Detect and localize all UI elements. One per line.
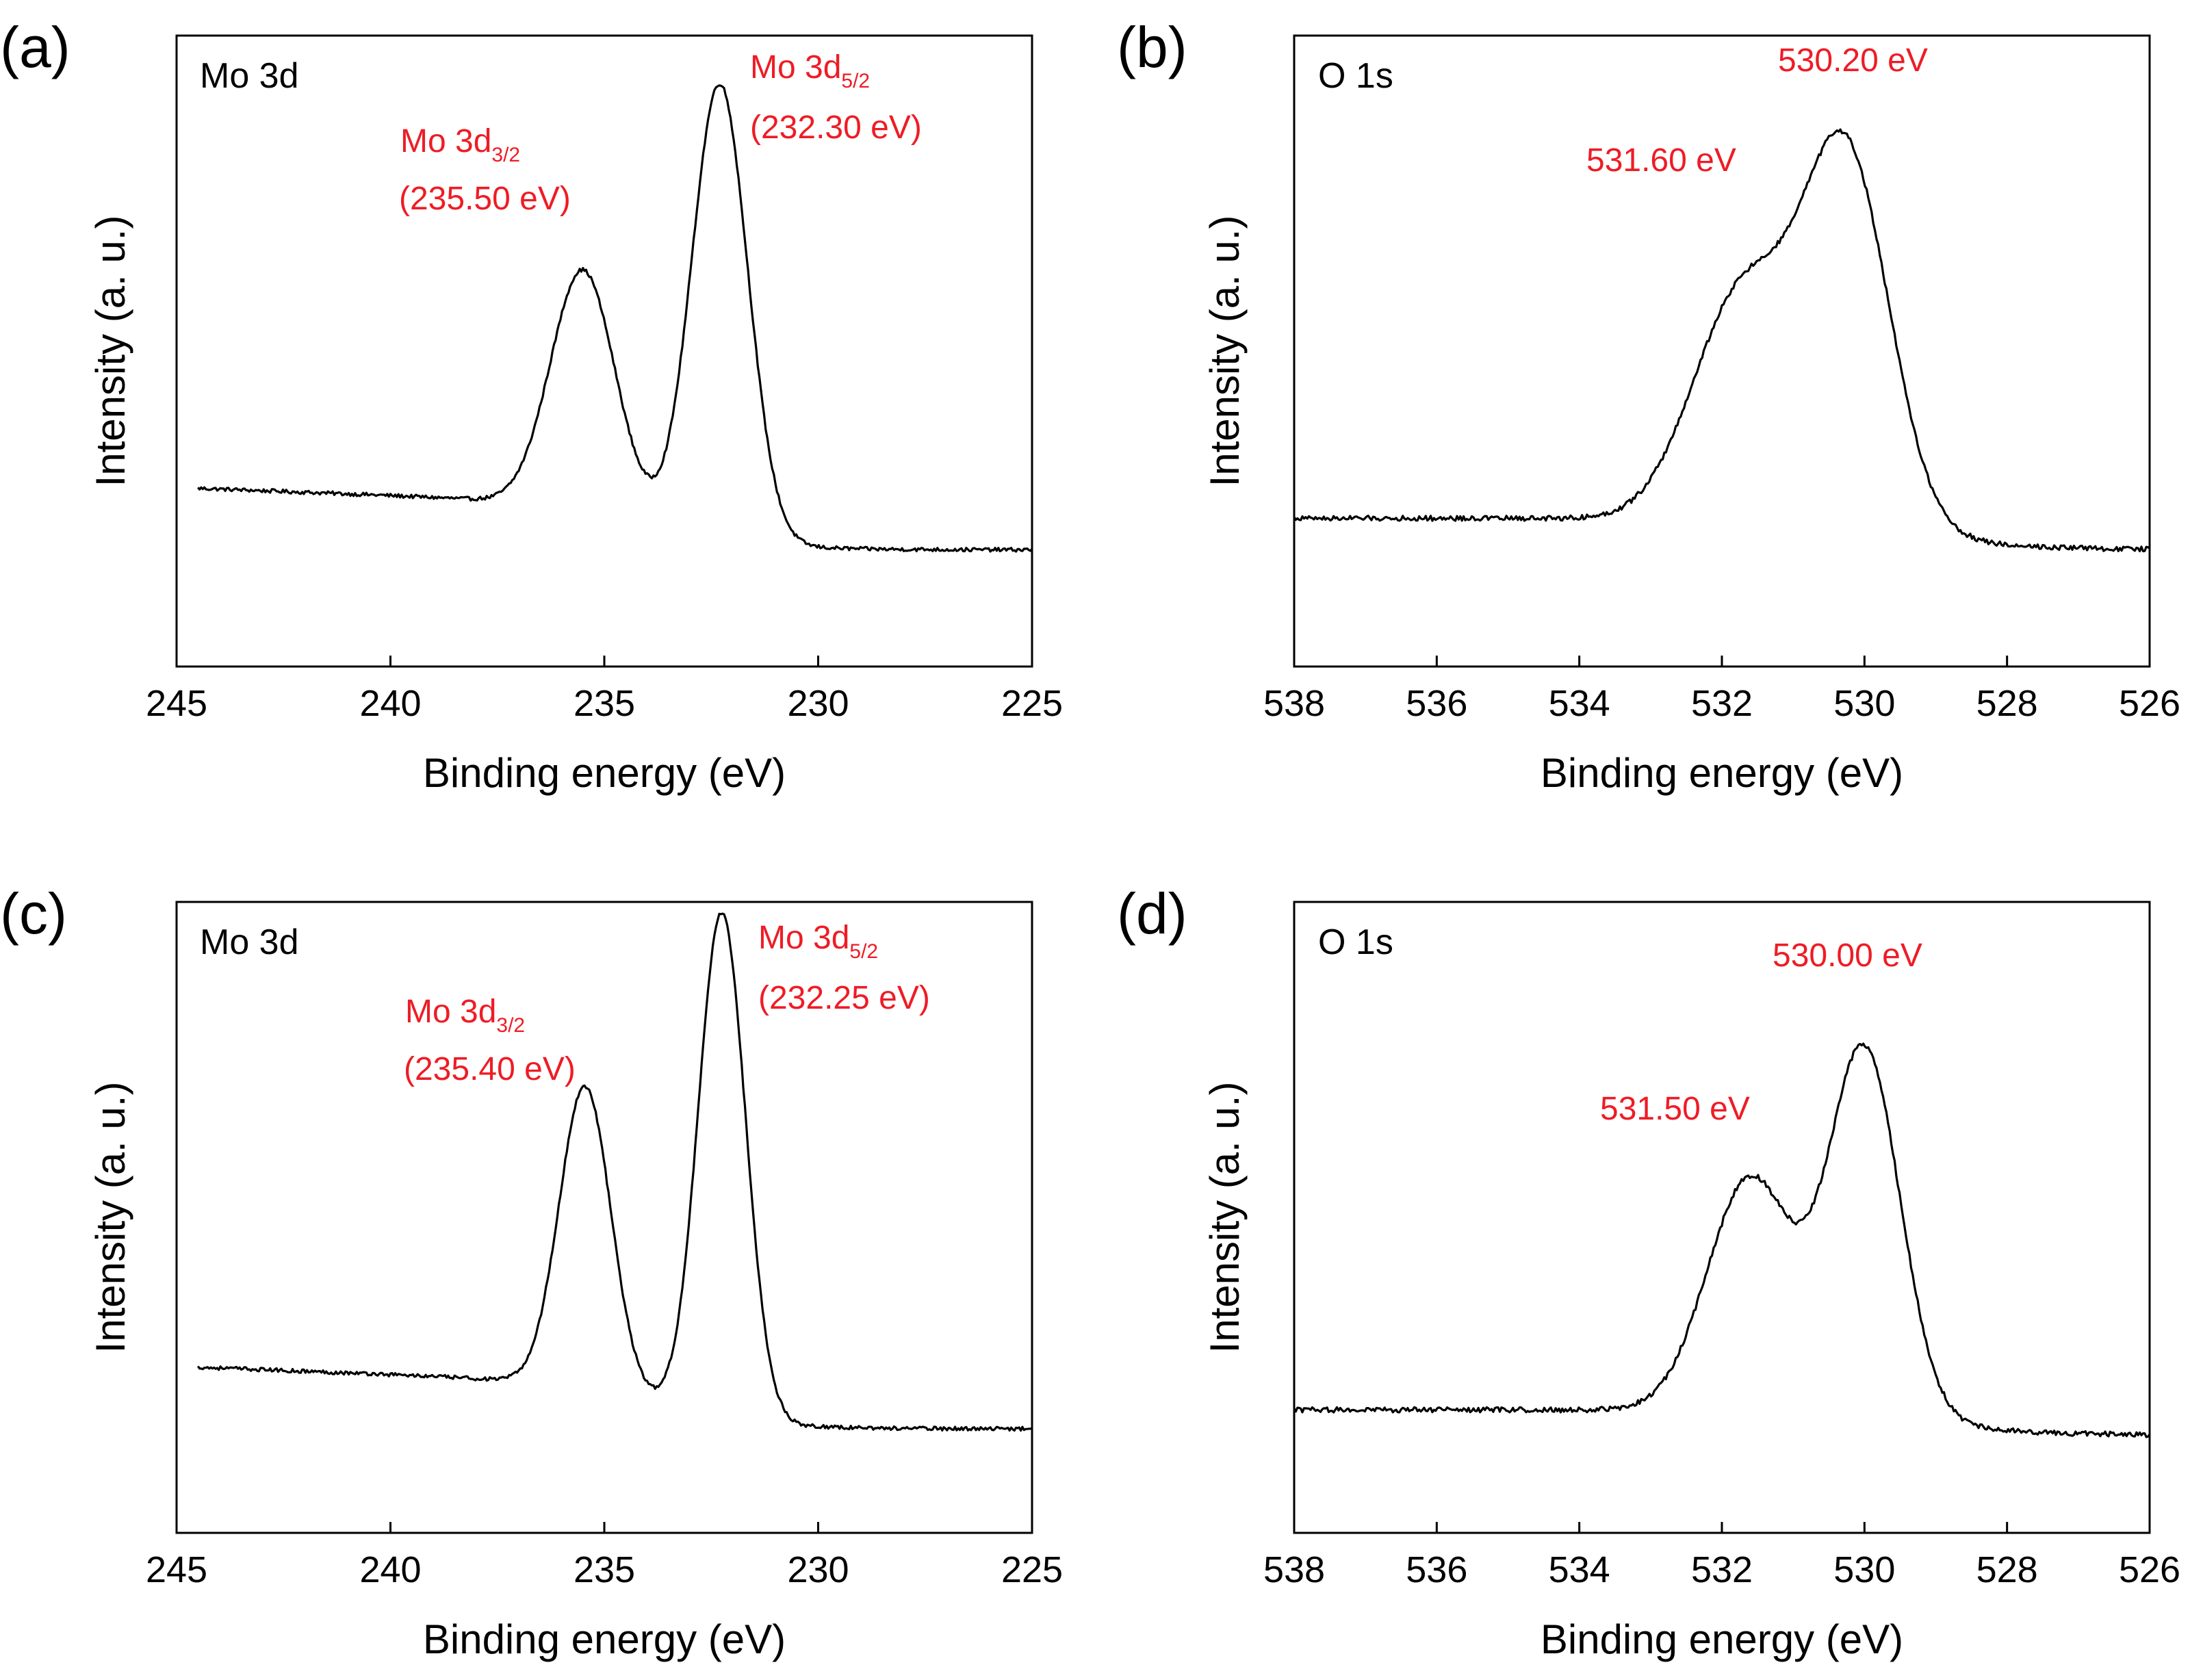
- panel-b-x-ticks: 538 536 534 532 530 528 526: [1263, 656, 2180, 724]
- panel-b-anno-530: 530.20 eV: [1778, 42, 1928, 79]
- panel-a-anno1-value: (235.50 eV): [399, 181, 571, 217]
- panel-c-anno1-sub: 3/2: [496, 1014, 525, 1037]
- x-tick-label: 225: [1001, 1549, 1063, 1590]
- panel-c-anno2-main: Mo 3d: [758, 920, 849, 956]
- x-tick-label: 245: [146, 1549, 207, 1590]
- panel-b: (b) O 1s 538 536 534 532 530 528 526 Binding e…: [1117, 15, 2180, 796]
- x-tick-label: 245: [146, 683, 207, 724]
- panel-c-annotation-mo3d32: Mo 3d3/2 (235.40 eV): [404, 994, 576, 1087]
- panel-b-x-axis-title: Binding energy (eV): [1541, 750, 1903, 796]
- panel-d-x-ticks: 538 536 534 532 530 528 526: [1263, 1522, 2180, 1590]
- panel-a-spectrum-line: [197, 84, 1033, 553]
- x-tick-label: 534: [1549, 683, 1610, 724]
- x-tick-label: 538: [1263, 683, 1325, 724]
- x-tick-label: 530: [1833, 683, 1895, 724]
- x-tick-label: 240: [359, 1549, 421, 1590]
- panel-c-anno1-main: Mo 3d: [405, 994, 496, 1030]
- svg-text:Mo 3d5/2: Mo 3d5/2: [750, 49, 870, 92]
- x-tick-label: 536: [1406, 683, 1467, 724]
- panel-a-annotation-mo3d52: Mo 3d5/2 (232.30 eV): [750, 49, 922, 146]
- x-tick-label: 538: [1263, 1549, 1325, 1590]
- panel-a-x-ticks: 245 240 235 230 225: [146, 656, 1063, 724]
- x-tick-label: 230: [787, 1549, 849, 1590]
- panel-a-anno1-main: Mo 3d: [400, 123, 491, 159]
- panel-c-anno2-sub: 5/2: [849, 940, 878, 963]
- x-tick-label: 526: [2119, 683, 2180, 724]
- x-tick-label: 235: [574, 683, 635, 724]
- panel-a-annotation-mo3d32: Mo 3d3/2 (235.50 eV): [399, 123, 571, 217]
- x-tick-label: 230: [787, 683, 849, 724]
- panel-d-label: (d): [1117, 881, 1187, 946]
- x-tick-label: 532: [1691, 683, 1753, 724]
- panel-a-anno2-value: (232.30 eV): [750, 109, 922, 146]
- svg-text:Mo 3d3/2: Mo 3d3/2: [405, 994, 525, 1037]
- panel-a-anno2-sub: 5/2: [841, 70, 870, 92]
- panel-a-x-axis-title: Binding energy (eV): [423, 750, 786, 796]
- panel-b-y-axis-title: Intensity (a. u.): [1202, 216, 1248, 487]
- panel-c-x-axis-title: Binding energy (eV): [423, 1616, 786, 1662]
- panel-c-title: Mo 3d: [200, 922, 299, 962]
- panel-b-anno-531: 531.60 eV: [1586, 142, 1736, 179]
- panel-a-anno1-sub: 3/2: [491, 144, 520, 166]
- panel-b-title: O 1s: [1318, 56, 1393, 96]
- panel-d-title: O 1s: [1318, 922, 1393, 962]
- panel-a: (a) Mo 3d 245 240 235 230 225 Binding energy…: [0, 15, 1063, 796]
- panel-d-spectrum-line: [1293, 1042, 2151, 1438]
- x-tick-label: 225: [1001, 683, 1063, 724]
- panel-c-x-ticks: 245 240 235 230 225: [146, 1522, 1063, 1590]
- x-tick-label: 526: [2119, 1549, 2180, 1590]
- x-tick-label: 530: [1833, 1549, 1895, 1590]
- panel-b-label: (b): [1117, 15, 1187, 79]
- panel-d-anno-531: 531.50 eV: [1600, 1091, 1750, 1127]
- svg-text:Mo 3d5/2: Mo 3d5/2: [758, 920, 878, 963]
- panel-b-spectrum-line: [1293, 128, 2150, 553]
- x-tick-label: 528: [1976, 1549, 2038, 1590]
- panel-d: (d) O 1s 538 536 534 532 530 528 526 Binding e…: [1117, 881, 2180, 1662]
- panel-c: (c) Mo 3d 245 240 235 230 225 Binding energy…: [0, 881, 1063, 1662]
- x-tick-label: 534: [1549, 1549, 1610, 1590]
- panel-a-title: Mo 3d: [200, 56, 299, 96]
- panel-d-frame: [1293, 901, 2151, 1534]
- panel-c-anno2-value: (232.25 eV): [758, 980, 930, 1016]
- panel-d-x-axis-title: Binding energy (eV): [1541, 1616, 1903, 1662]
- panel-a-y-axis-title: Intensity (a. u.): [88, 216, 133, 487]
- panel-c-spectrum-line: [196, 912, 1033, 1432]
- panel-c-anno1-value: (235.40 eV): [404, 1051, 576, 1087]
- panel-b-frame: [1293, 34, 2151, 668]
- panel-a-anno2-main: Mo 3d: [750, 49, 841, 86]
- panel-d-anno-530: 530.00 eV: [1773, 938, 1922, 974]
- panel-c-label: (c): [0, 881, 67, 946]
- x-tick-label: 240: [359, 683, 421, 724]
- x-tick-label: 532: [1691, 1549, 1753, 1590]
- panel-c-y-axis-title: Intensity (a. u.): [88, 1082, 133, 1354]
- panel-d-y-axis-title: Intensity (a. u.): [1202, 1082, 1248, 1354]
- panel-c-annotation-mo3d52: Mo 3d5/2 (232.25 eV): [758, 920, 930, 1016]
- x-tick-label: 528: [1976, 683, 2038, 724]
- svg-text:Mo 3d3/2: Mo 3d3/2: [400, 123, 520, 166]
- x-tick-label: 536: [1406, 1549, 1467, 1590]
- panel-a-label: (a): [0, 15, 70, 79]
- x-tick-label: 235: [574, 1549, 635, 1590]
